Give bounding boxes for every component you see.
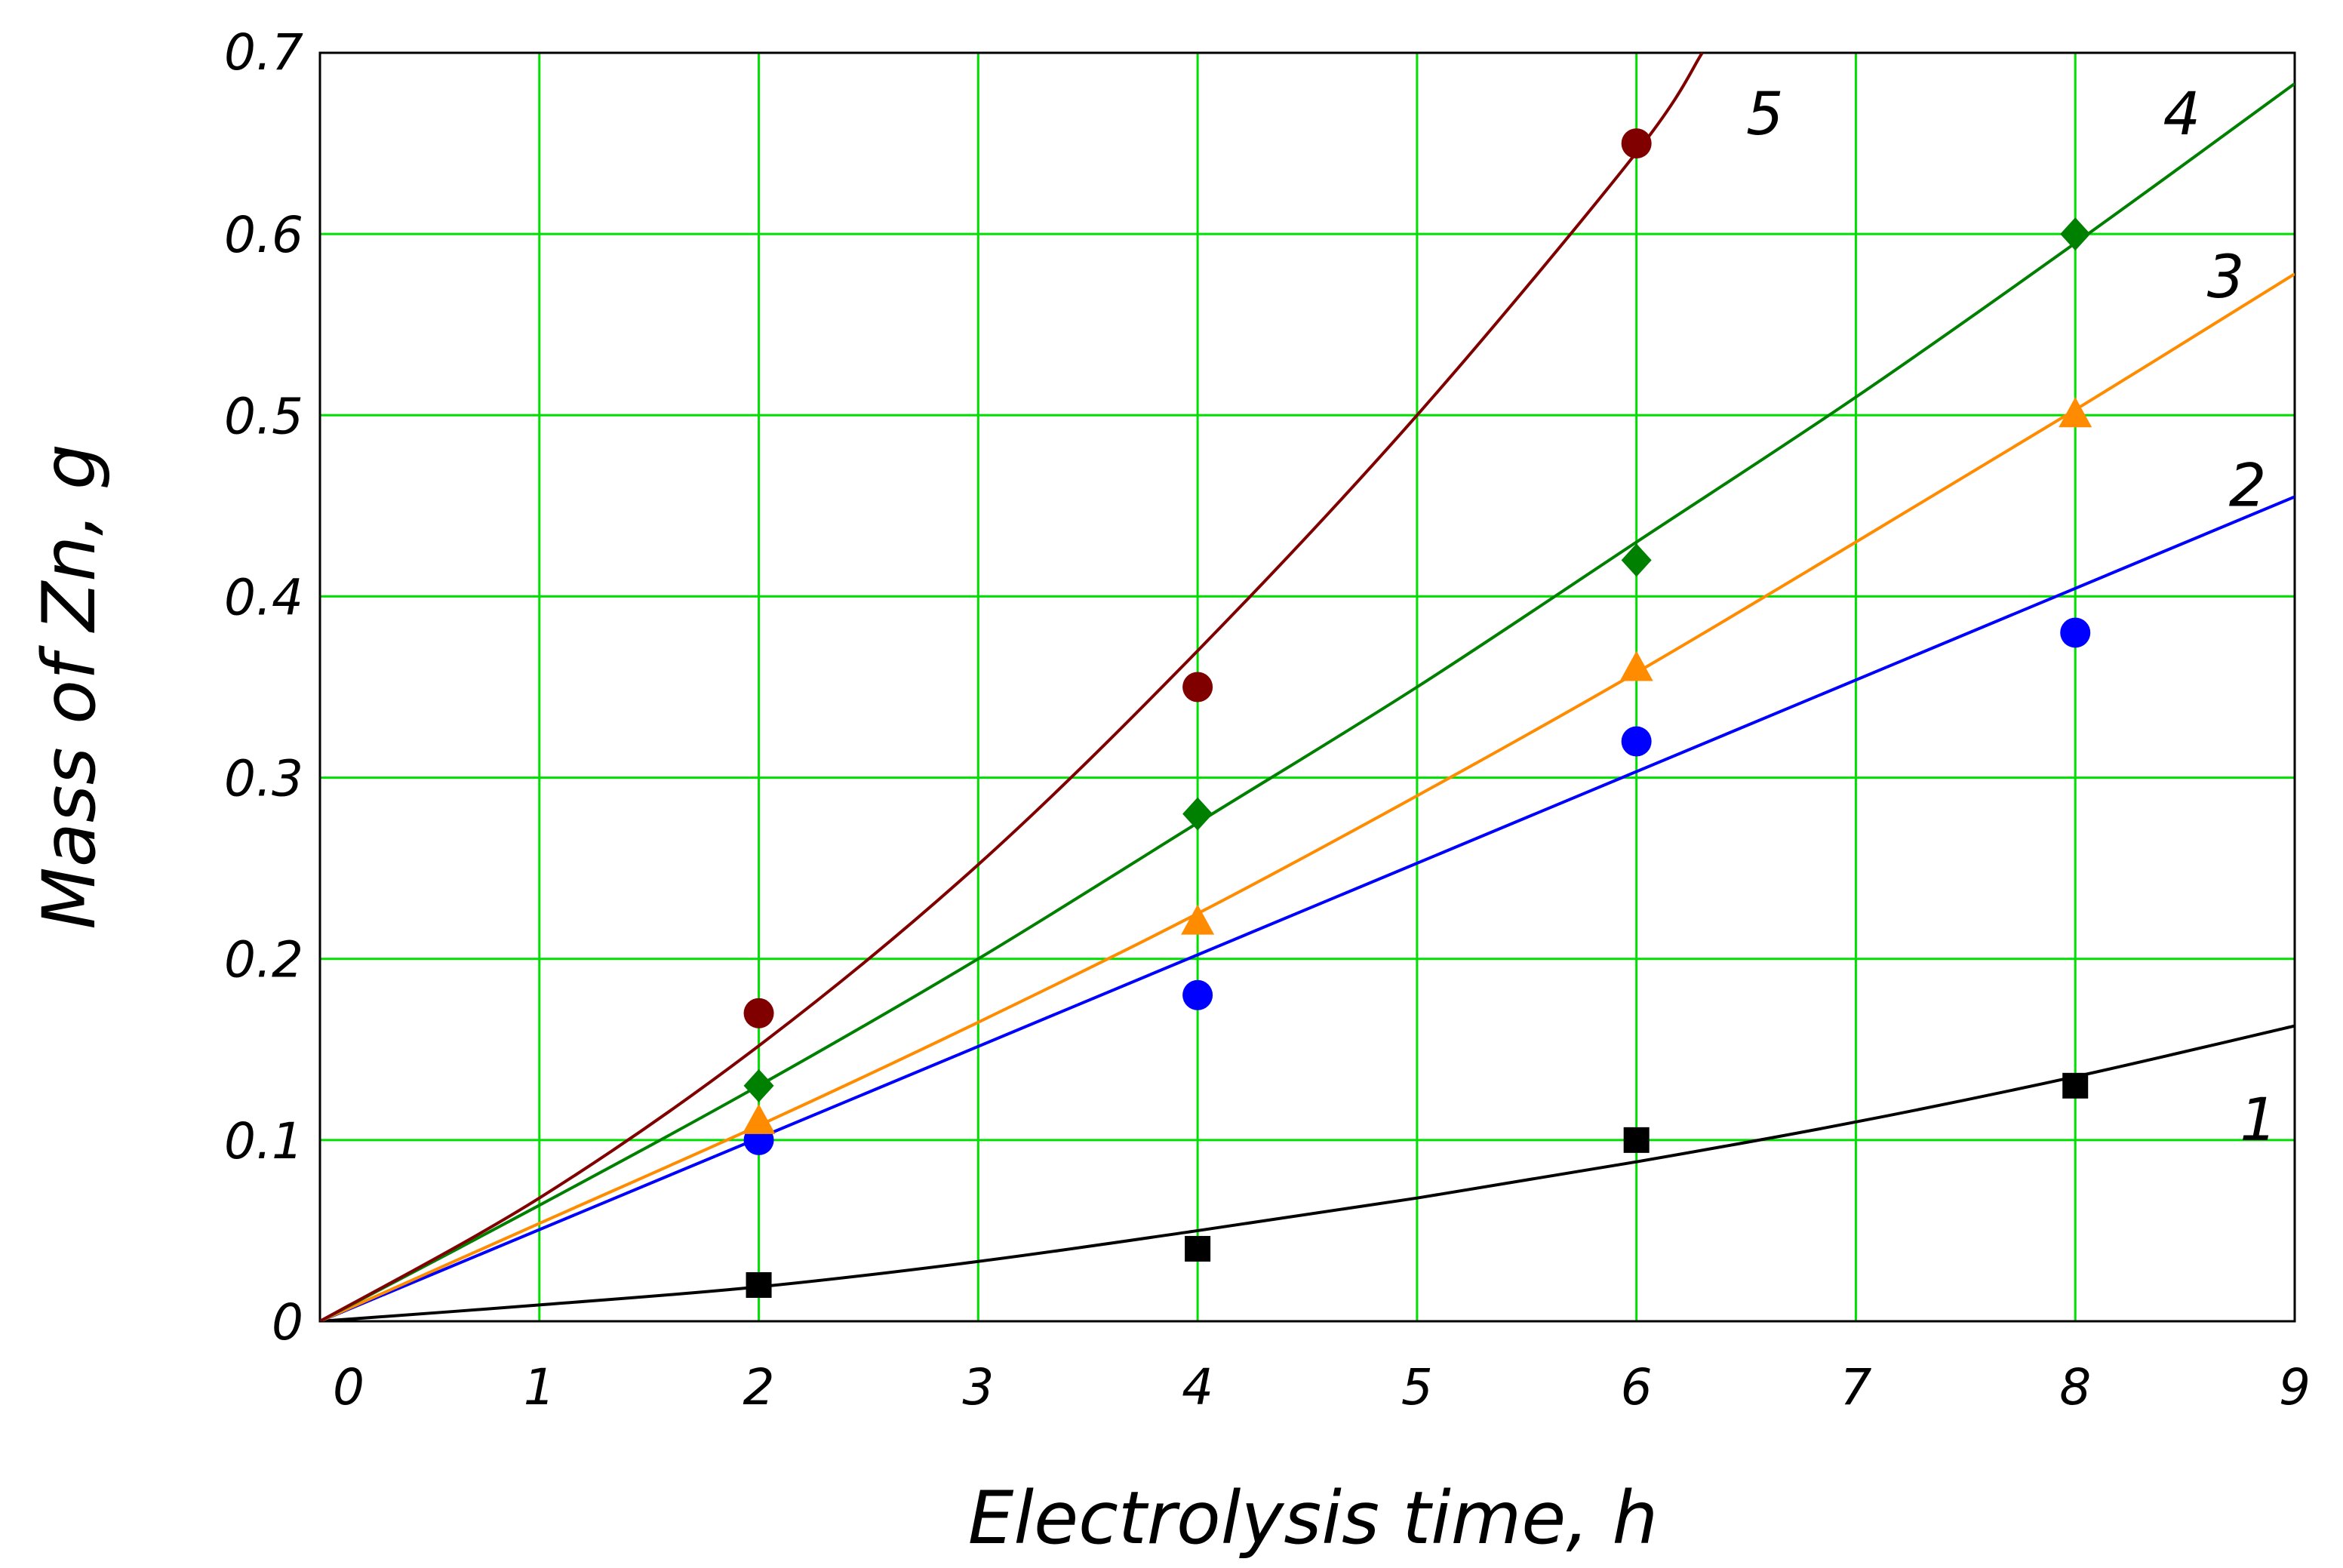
fit-curve-series-5 [320,53,1704,1321]
y-tick-label: 0.5 [224,387,303,445]
data-point-series-2 [2060,617,2091,648]
y-tick-label: 0.2 [224,931,303,989]
data-point-series-3 [1181,904,1215,935]
y-tick-label: 0.4 [224,568,303,626]
y-tick-label: 0.1 [224,1112,303,1170]
y-tick-label: 0.3 [224,750,303,808]
fit-curve-series-2 [320,495,2295,1321]
data-point-series-3 [1619,650,1653,681]
y-tick-label: 0.7 [224,23,303,81]
x-tick-label: 0 [333,1358,364,1416]
x-tick-label: 5 [1401,1358,1433,1416]
fit-curve-series-1 [320,1024,2295,1321]
x-tick-label: 2 [743,1358,775,1416]
fit-curve-series-3 [320,272,2295,1321]
plot-frame [318,51,2296,1323]
curve-label-series-3: 3 [2207,244,2245,312]
x-axis-title: Electrolysis time, h [968,1476,1658,1560]
data-point-series-5 [1621,128,1652,159]
fit-curve-series-4 [320,82,2295,1321]
curve-label-series-5: 5 [1746,81,1784,149]
x-tick-label: 9 [2279,1358,2311,1416]
x-tick-label: 1 [524,1358,555,1416]
y-tick-label: 0 [272,1293,303,1351]
data-point-series-1 [746,1271,772,1298]
data-point-series-5 [1182,672,1213,703]
curve-labels: 1 2 3 4 5 [1746,81,2277,1154]
x-tick-label: 7 [1840,1358,1871,1416]
x-tick-label: 6 [1621,1358,1653,1416]
data-point-series-3 [2059,397,2092,428]
data-markers [742,128,2092,1298]
data-point-series-1 [2062,1072,2089,1099]
x-tick-label: 8 [2059,1358,2091,1416]
x-tick-label: 3 [962,1358,994,1416]
y-tick-label: 0.6 [224,206,303,264]
x-tick-label: 4 [1182,1358,1213,1416]
data-point-series-1 [1185,1235,1211,1262]
data-point-series-3 [742,1103,776,1134]
y-axis-title: Mass of Zn, g [27,444,112,930]
plot-background [320,53,2295,1321]
data-point-series-2 [1182,979,1213,1010]
curve-label-series-4: 4 [2163,81,2201,149]
data-point-series-4 [743,1068,774,1102]
fit-curves [320,53,2295,1321]
curve-label-series-1: 1 [2240,1087,2277,1154]
data-point-series-4 [1182,797,1213,831]
tick-labels: 0 1 2 3 4 5 6 7 8 9 0 0.1 0.2 0.3 0.4 0.5 0.6 0.7 [224,23,2311,1416]
curve-label-series-2: 2 [2229,452,2267,520]
data-point-series-4 [1621,543,1652,577]
data-point-series-2 [1621,726,1652,757]
data-point-series-4 [2060,217,2091,251]
data-point-series-1 [1623,1127,1650,1153]
data-point-series-5 [743,998,774,1028]
